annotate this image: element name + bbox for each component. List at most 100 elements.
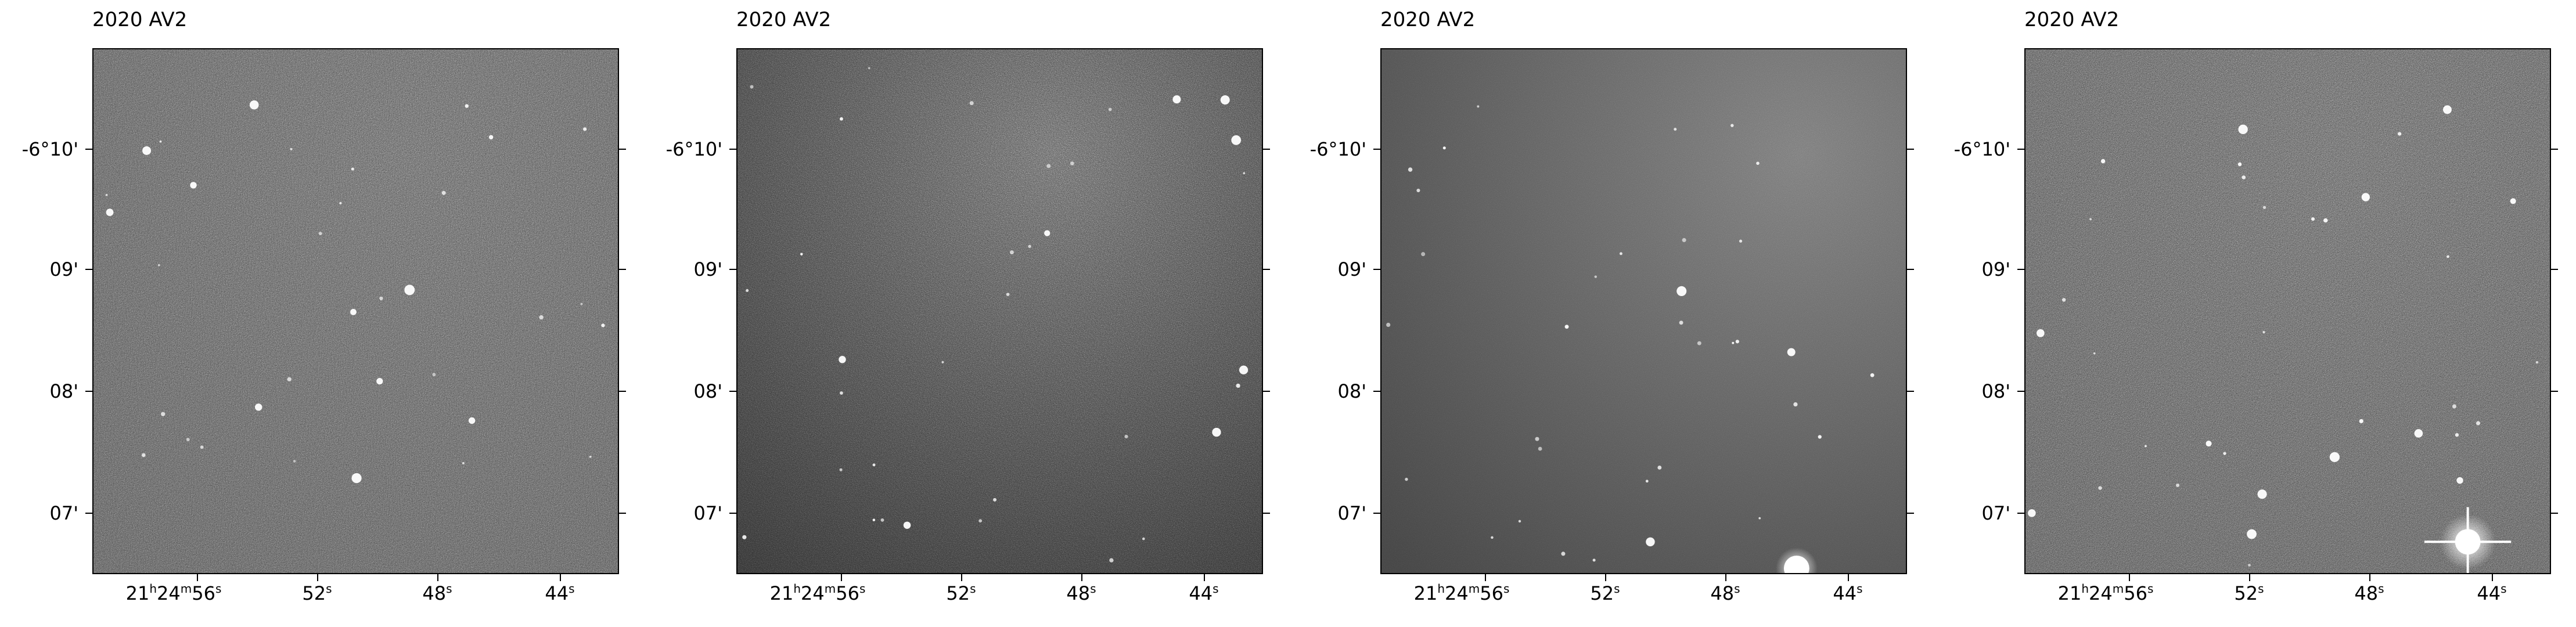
ra-unit: s [2258, 582, 2264, 596]
y-tick-mark-right [1907, 513, 1914, 514]
star [2028, 509, 2036, 517]
star [1416, 188, 1420, 193]
y-tick-mark-right [1263, 513, 1270, 514]
y-tick-mark [1373, 269, 1380, 270]
star [601, 323, 605, 327]
x-tick-mark [961, 574, 962, 581]
star [2442, 105, 2452, 114]
sky-image [92, 48, 619, 574]
ra-tick-label: 48s [2354, 582, 2384, 604]
star [539, 315, 544, 320]
star [293, 460, 296, 463]
star [582, 127, 587, 131]
y-tick-mark [85, 149, 92, 150]
star [1124, 434, 1128, 438]
star [2510, 198, 2516, 204]
ra-unit: m [824, 582, 836, 596]
y-tick-mark [729, 513, 736, 514]
star [157, 264, 160, 266]
star [1243, 172, 1246, 175]
star [1679, 320, 1683, 325]
star [1735, 340, 1739, 344]
star [1564, 325, 1569, 329]
star [1870, 373, 1875, 377]
sky-image [736, 48, 1263, 574]
ra-tick-label: 21h24m56s [1414, 582, 1510, 604]
star [142, 146, 152, 155]
ra-unit: h [2081, 582, 2089, 596]
ra-tick-value: 52 [946, 582, 970, 604]
ra-tick-value: 56 [192, 582, 215, 604]
star [351, 473, 362, 484]
y-tick-mark [85, 269, 92, 270]
panel-title: 2020 AV2 [2024, 8, 2120, 31]
star [462, 462, 465, 464]
star [376, 378, 383, 385]
star [432, 373, 436, 377]
star [1535, 437, 1539, 441]
y-tick-mark [1373, 513, 1380, 514]
star [190, 182, 197, 189]
star [441, 190, 446, 195]
ra-unit: s [970, 582, 976, 596]
y-tick-mark-right [619, 269, 626, 270]
star [142, 453, 146, 457]
star [1619, 252, 1622, 255]
star [1044, 230, 1050, 236]
ra-unit: s [1614, 582, 1620, 596]
star [1442, 146, 1446, 150]
ra-unit: s [1857, 582, 1863, 596]
sky-image-svg [2025, 49, 2550, 573]
star [159, 140, 162, 143]
y-tick-mark-right [619, 391, 626, 392]
star [2535, 361, 2539, 364]
star [872, 518, 876, 521]
ra-unit: s [446, 582, 452, 596]
star [287, 377, 292, 382]
ra-unit: m [180, 582, 192, 596]
star [742, 535, 747, 539]
star [1787, 348, 1796, 356]
y-tick-mark-right [2551, 391, 2558, 392]
ra-unit: h [149, 582, 157, 596]
star [255, 403, 262, 411]
y-tick-mark-right [1263, 391, 1270, 392]
star [750, 85, 754, 89]
star [1645, 480, 1649, 483]
star [839, 356, 846, 363]
star [2329, 452, 2340, 462]
star [2447, 255, 2449, 258]
x-tick-mark [2369, 574, 2370, 581]
dec-tick-label: 09' [693, 258, 722, 280]
star [290, 147, 293, 150]
y-tick-mark [1373, 149, 1380, 150]
dec-tick-label: -6°10' [1309, 138, 1366, 160]
star [2237, 162, 2242, 167]
ra-tick-label: 44s [1833, 582, 1862, 604]
star [2359, 419, 2363, 423]
y-tick-mark-right [2551, 269, 2558, 270]
star [1006, 293, 1010, 296]
ra-tick-label: 44s [545, 582, 574, 604]
ra-tick-label: 52s [302, 582, 332, 604]
star [1657, 466, 1662, 470]
y-tick-mark [2017, 269, 2024, 270]
image-panel: 2020 AV2 -6°10' 09' 08' 07' 21h24m56s 52s 48s 44… [1932, 0, 2576, 627]
ra-unit: h [793, 582, 801, 596]
star [2456, 477, 2463, 484]
star [2206, 440, 2212, 447]
star [350, 308, 357, 315]
ra-tick-value: 24 [157, 582, 181, 604]
star [1142, 537, 1145, 540]
y-tick-mark-right [1263, 269, 1270, 270]
star [1408, 167, 1413, 172]
star [1793, 402, 1798, 407]
panel-title: 2020 AV2 [736, 8, 832, 31]
image-panel: 2020 AV2 -6°10' 09' 08' 07' 21h24m56s 52s 48s 44… [0, 0, 644, 627]
star [1239, 365, 1249, 374]
ra-tick-value: 44 [2477, 582, 2501, 604]
ra-unit: s [2147, 582, 2154, 596]
x-tick-mark [317, 574, 318, 581]
star [2311, 217, 2315, 221]
star [2455, 433, 2459, 437]
